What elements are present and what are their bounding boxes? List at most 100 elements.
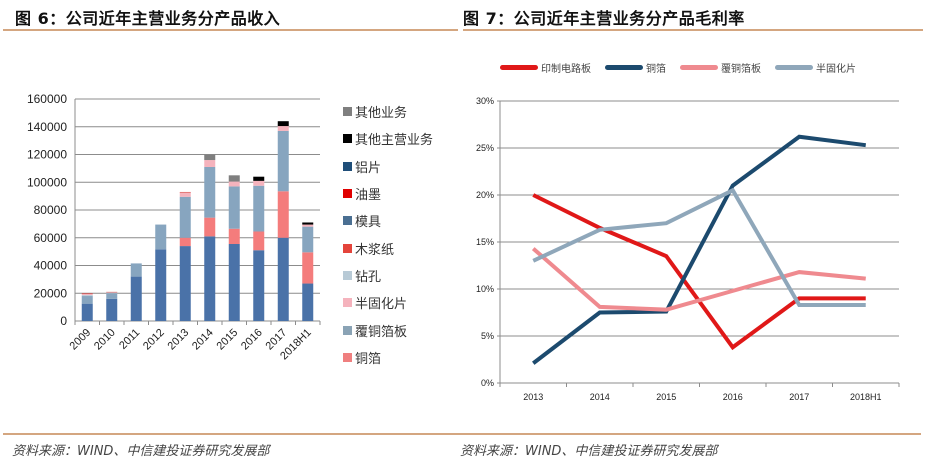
bar-segment bbox=[204, 166, 216, 218]
legend-line-swatch bbox=[680, 65, 718, 70]
x-tick-label: 2010 bbox=[92, 327, 118, 353]
bar-segment bbox=[179, 192, 191, 197]
bar-segment bbox=[179, 237, 191, 247]
legend-swatch bbox=[343, 325, 352, 335]
bar-segment bbox=[302, 224, 314, 227]
y-tick-label: 100000 bbox=[27, 175, 67, 189]
bar-segment bbox=[106, 292, 118, 294]
x-tick-label: 2015 bbox=[215, 327, 241, 353]
bar-segment bbox=[130, 263, 142, 277]
legend-swatch bbox=[343, 298, 352, 308]
bar-segment bbox=[277, 130, 289, 192]
legend-label: 其他业务 bbox=[355, 106, 408, 122]
bar-segment bbox=[130, 276, 142, 321]
legend-item: 其他主营业务 bbox=[343, 125, 433, 152]
legend-swatch bbox=[343, 270, 352, 280]
bar-segment bbox=[253, 231, 265, 251]
bar-segment bbox=[253, 185, 265, 232]
bar-segment bbox=[228, 181, 240, 187]
legend-label: 铜箔 bbox=[355, 351, 382, 367]
legend-item: 钻孔 bbox=[343, 262, 433, 289]
series-line bbox=[532, 187, 866, 307]
x-tick-label: 2018H1 bbox=[850, 392, 882, 402]
bar-segment bbox=[179, 246, 191, 321]
y-tick-label: 15% bbox=[476, 237, 494, 247]
legend-label: 钻孔 bbox=[355, 269, 382, 285]
bar-segment bbox=[228, 228, 240, 244]
legend-label: 木浆纸 bbox=[355, 242, 395, 258]
margin-legend: 印制电路板 铜箔 覆铜箔板 半固化片 bbox=[500, 60, 870, 75]
gross-margin-line-chart: 0% 5% 10% 15% 20% 25% 30% 2013 2014 2015 2016 2017… bbox=[476, 96, 900, 402]
legend-item: 半固化片 bbox=[775, 60, 856, 75]
legend-item: 铜箔 bbox=[343, 344, 433, 371]
bar-segment bbox=[253, 250, 265, 321]
legend-swatch bbox=[343, 352, 352, 362]
bar-segment bbox=[253, 176, 265, 181]
legend-label: 铜箔 bbox=[646, 64, 666, 75]
y-tick-label: 0 bbox=[60, 314, 67, 328]
legend-item: 模具 bbox=[343, 207, 433, 234]
x-tick-label: 2016 bbox=[239, 327, 265, 353]
legend-swatch bbox=[343, 161, 352, 171]
legend-item: 油墨 bbox=[343, 180, 433, 207]
x-tick-label: 2015 bbox=[656, 392, 676, 402]
bar-segment bbox=[179, 191, 191, 193]
bar-segment bbox=[204, 154, 216, 161]
y-tick-label: 160000 bbox=[27, 92, 67, 106]
legend-item: 覆铜箔板 bbox=[680, 60, 761, 75]
legend-swatch bbox=[343, 107, 352, 117]
bar-segment bbox=[106, 292, 118, 293]
legend-label: 印制电路板 bbox=[541, 64, 591, 75]
right-title-rule bbox=[463, 29, 923, 31]
bar-segment bbox=[277, 191, 289, 238]
y-tick-label: 10% bbox=[476, 284, 494, 294]
legend-item: 半固化片 bbox=[343, 289, 433, 316]
y-tick-label: 0% bbox=[481, 378, 494, 388]
bar-segment bbox=[277, 237, 289, 321]
legend-swatch bbox=[343, 216, 352, 226]
y-tick-label: 30% bbox=[476, 96, 494, 106]
legend-line-swatch bbox=[500, 65, 538, 70]
bar-segment bbox=[253, 180, 265, 186]
legend-label: 覆铜箔板 bbox=[355, 324, 408, 340]
x-tick-label: 2009 bbox=[68, 327, 94, 353]
bar-segment bbox=[204, 236, 216, 321]
x-tick-label: 2016 bbox=[723, 392, 743, 402]
bar-segment bbox=[204, 217, 216, 237]
bar-segment bbox=[155, 224, 167, 250]
legend-swatch bbox=[343, 243, 352, 253]
legend-item: 铜箔 bbox=[605, 60, 666, 75]
bar-segment bbox=[81, 293, 93, 296]
left-source-note: 资料来源：WIND、中信建投证券研究发展部 bbox=[12, 444, 270, 459]
legend-item: 覆铜箔板 bbox=[343, 316, 433, 343]
bar-segment bbox=[302, 226, 314, 253]
legend-item: 木浆纸 bbox=[343, 234, 433, 261]
y-tick-label: 5% bbox=[481, 331, 494, 341]
x-tick-label: 2011 bbox=[117, 327, 142, 352]
y-tick-label: 25% bbox=[476, 143, 494, 153]
legend-label: 半固化片 bbox=[816, 64, 856, 75]
legend-label: 铝片 bbox=[355, 160, 382, 176]
revenue-legend: 其他业务其他主营业务铝片油墨模具木浆纸钻孔半固化片覆铜箔板铜箔 bbox=[343, 98, 433, 371]
bottom-rule bbox=[3, 433, 921, 435]
bar-segment bbox=[179, 196, 191, 238]
legend-swatch bbox=[343, 134, 352, 144]
x-tick-label: 2013 bbox=[166, 327, 192, 353]
legend-item: 其他业务 bbox=[343, 98, 433, 125]
y-tick-label: 140000 bbox=[27, 120, 67, 134]
legend-line-swatch bbox=[605, 65, 643, 70]
bar-segment bbox=[204, 160, 216, 167]
y-tick-label: 20% bbox=[476, 190, 494, 200]
left-figure-title: 图 6：公司近年主营业务分产品收入 bbox=[15, 9, 281, 28]
bar-segment bbox=[81, 303, 93, 321]
legend-label: 模具 bbox=[355, 215, 382, 231]
bar-segment bbox=[302, 283, 314, 321]
bar-segment bbox=[155, 249, 167, 321]
bar-segment bbox=[106, 298, 118, 321]
y-tick-label: 120000 bbox=[27, 148, 67, 162]
x-tick-label: 2013 bbox=[523, 392, 543, 402]
legend-item: 印制电路板 bbox=[500, 60, 591, 75]
legend-line-swatch bbox=[775, 65, 813, 70]
bar-segment bbox=[228, 175, 240, 182]
y-tick-label: 80000 bbox=[34, 203, 68, 217]
